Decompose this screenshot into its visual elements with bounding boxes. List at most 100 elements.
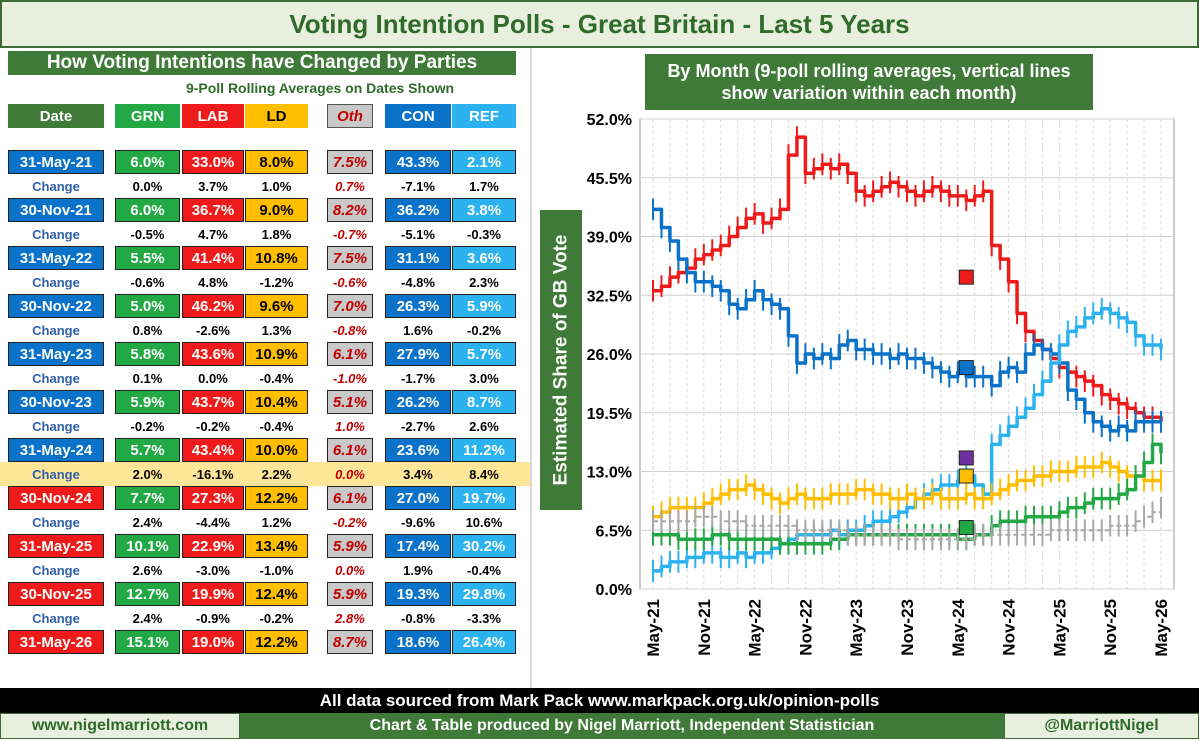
change-oth: 0.0% — [335, 466, 365, 482]
cell-lab: 43.7% — [182, 390, 244, 414]
cell-ref: 3.8% — [452, 198, 516, 222]
x-tick-label: Nov-25 — [1101, 599, 1120, 656]
cell-con: 36.2% — [385, 198, 451, 222]
change-con: -4.8% — [401, 274, 435, 290]
row-date: 31-May-21 — [8, 150, 104, 174]
change-con: -9.6% — [401, 514, 435, 530]
marker-oth — [958, 450, 974, 466]
chart-title: By Month (9-poll rolling averages, verti… — [645, 54, 1093, 110]
row-date: 30-Nov-22 — [8, 294, 104, 318]
cell-con: 17.4% — [385, 534, 451, 558]
change-ref: 3.0% — [469, 370, 499, 386]
cell-lab: 46.2% — [182, 294, 244, 318]
row-date: 30-Nov-21 — [8, 198, 104, 222]
cell-ld: 10.0% — [245, 438, 308, 462]
cell-ref: 2.1% — [452, 150, 516, 174]
y-tick-label: 6.5% — [596, 523, 632, 540]
change-ref: 2.6% — [469, 418, 499, 434]
change-lab: -0.9% — [196, 610, 230, 626]
change-oth: 0.0% — [335, 562, 365, 578]
cell-ld: 9.6% — [245, 294, 308, 318]
x-tick-label: May-25 — [1050, 599, 1069, 657]
cell-grn: 5.0% — [115, 294, 180, 318]
change-lab: -2.6% — [196, 322, 230, 338]
change-con: -7.1% — [401, 178, 435, 194]
voting-chart: 0.0% 6.5% 13.0% 19.5% 26.0% 32.5% 39.0% 45.5% 52… — [587, 112, 1175, 657]
change-lab: -16.1% — [192, 466, 234, 482]
col-header-lab: LAB — [182, 104, 244, 128]
col-header-date: Date — [8, 104, 104, 128]
change-oth: 2.8% — [335, 610, 365, 626]
cell-ref: 3.6% — [452, 246, 516, 270]
marker-ld — [958, 468, 974, 484]
y-tick-label: 52.0% — [587, 112, 632, 129]
row-change-label: Change — [32, 178, 80, 194]
cell-grn: 7.7% — [115, 486, 180, 510]
cell-con: 19.3% — [385, 582, 451, 606]
row-change-label: Change — [32, 514, 80, 530]
cell-con: 43.3% — [385, 150, 451, 174]
y-tick-label: 45.5% — [587, 171, 632, 188]
marker-con — [958, 360, 974, 376]
change-oth: -0.6% — [333, 274, 367, 290]
y-tick-label: 19.5% — [587, 406, 632, 423]
cell-lab: 22.9% — [182, 534, 244, 558]
change-ld: 2.2% — [261, 466, 292, 482]
x-tick-label: May-23 — [847, 599, 866, 657]
cell-oth: 7.0% — [327, 294, 373, 318]
footer-credit: Chart & Table produced by Nigel Marriott… — [240, 713, 1004, 739]
cell-ld: 10.4% — [245, 390, 308, 414]
marker-grn — [958, 520, 974, 536]
cell-grn: 6.0% — [115, 150, 180, 174]
change-oth: -0.2% — [333, 514, 367, 530]
cell-lab: 43.6% — [182, 342, 244, 366]
y-tick-label: 26.0% — [587, 347, 632, 364]
col-header-grn: GRN — [115, 104, 180, 128]
cell-grn: 5.5% — [115, 246, 180, 270]
cell-oth: 5.9% — [327, 534, 373, 558]
cell-lab: 36.7% — [182, 198, 244, 222]
cell-oth: 6.1% — [327, 342, 373, 366]
change-con: -1.7% — [401, 370, 435, 386]
x-tick-label: May-26 — [1152, 599, 1171, 657]
change-con: -2.7% — [401, 418, 435, 434]
footer-handle[interactable]: @MarriottNigel — [1004, 713, 1199, 739]
y-tick-label: 13.0% — [587, 465, 632, 482]
change-grn: 2.4% — [132, 610, 163, 626]
change-ld: -1.0% — [259, 562, 294, 578]
cell-oth: 6.1% — [327, 486, 373, 510]
y-tick-label: 0.0% — [596, 582, 632, 599]
cell-ref: 8.7% — [452, 390, 516, 414]
y-tick-label: 39.0% — [587, 230, 632, 247]
row-date: 30-Nov-23 — [8, 390, 104, 414]
col-header-con: CON — [385, 104, 451, 128]
row-date: 31-May-26 — [8, 630, 104, 654]
change-grn: 0.8% — [132, 322, 163, 338]
row-date: 31-May-24 — [8, 438, 104, 462]
change-grn: 2.4% — [132, 514, 163, 530]
cell-oth: 8.7% — [327, 630, 373, 654]
cell-lab: 33.0% — [182, 150, 244, 174]
cell-ref: 29.8% — [452, 582, 516, 606]
cell-grn: 12.7% — [115, 582, 180, 606]
x-tick-label: Nov-21 — [695, 599, 714, 656]
cell-ld: 10.9% — [245, 342, 308, 366]
change-ld: 1.3% — [261, 322, 292, 338]
change-con: 1.6% — [403, 322, 433, 338]
row-change-label: Change — [32, 418, 80, 434]
change-grn: 2.6% — [132, 562, 163, 578]
change-oth: -1.0% — [333, 370, 367, 386]
change-lab: -0.2% — [196, 418, 230, 434]
change-ref: -0.2% — [467, 322, 501, 338]
footer-website[interactable]: www.nigelmarriott.com — [0, 713, 240, 739]
change-con: 3.4% — [403, 466, 433, 482]
cell-con: 27.9% — [385, 342, 451, 366]
row-date: 31-May-25 — [8, 534, 104, 558]
marker-lab — [958, 269, 974, 285]
cell-ld: 12.2% — [245, 630, 308, 654]
cell-oth: 7.5% — [327, 246, 373, 270]
change-con: -5.1% — [401, 226, 435, 242]
row-change-label: Change — [32, 322, 80, 338]
change-ld: -0.4% — [259, 370, 294, 386]
change-lab: 0.0% — [198, 370, 228, 386]
